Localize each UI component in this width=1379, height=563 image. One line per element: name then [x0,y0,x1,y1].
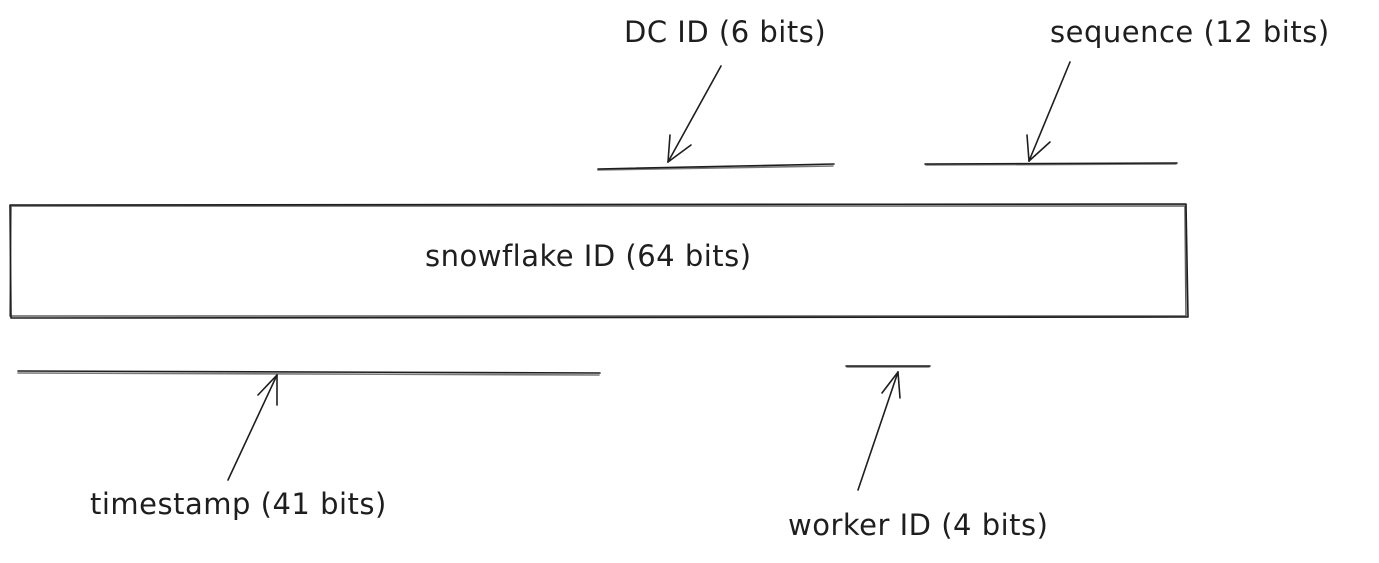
dc-id-arrow [667,65,722,163]
snowflake-id-box [9,203,1189,319]
worker-id-label: worker ID (4 bits) [788,508,1049,542]
worker-id-segment [845,365,931,368]
snowflake-id-label: snowflake ID (64 bits) [425,239,752,273]
sequence-label: sequence (12 bits) [1050,15,1330,49]
dc-id-segment [597,163,835,171]
sequence-arrow [1026,61,1071,162]
timestamp-arrow [227,374,278,481]
dc-id-label: DC ID (6 bits) [624,15,827,49]
timestamp-segment [17,370,601,376]
timestamp-label: timestamp (41 bits) [90,487,387,521]
sequence-segment [924,162,1178,166]
worker-id-arrow [857,371,901,491]
